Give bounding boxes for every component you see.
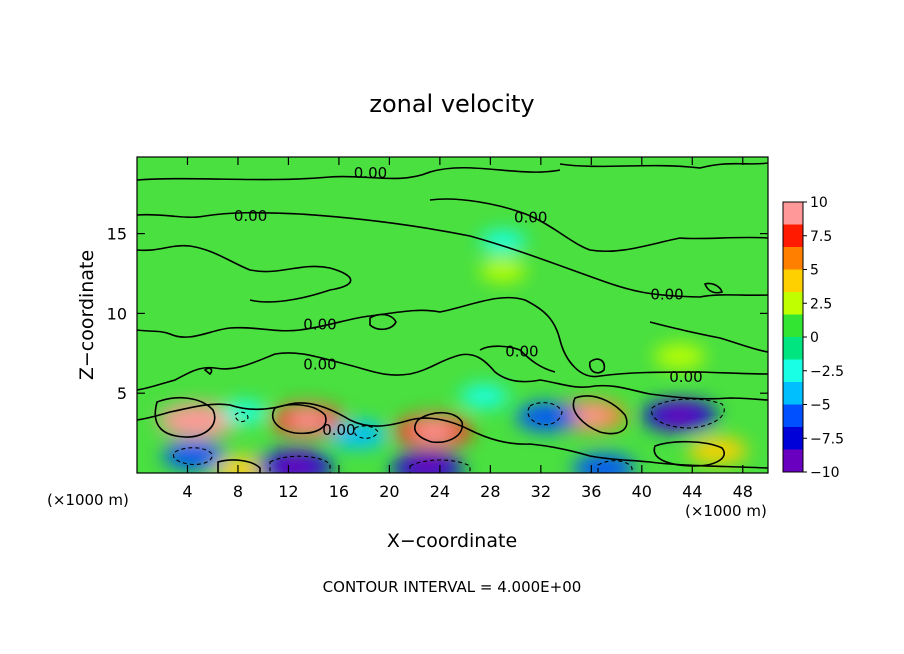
x-tick-label: 28 (480, 482, 500, 501)
colorbar-swatch (783, 202, 803, 225)
x-tick-label: 44 (682, 482, 702, 501)
y-tick-label: 10 (107, 304, 127, 323)
colorbar-tick-label: 0 (810, 330, 819, 346)
colorbar-tick-label: 2.5 (810, 296, 832, 312)
negative-contours (172, 398, 725, 473)
x-unit-left: (×1000 m) (47, 491, 129, 509)
x-axis-label: X−coordinate (387, 530, 517, 552)
x-tick-label: 4 (182, 482, 192, 501)
colorbar-swatch (783, 337, 803, 360)
velocity-feature (653, 343, 706, 370)
colorbar-swatch (783, 404, 803, 428)
colorbar-swatch (783, 449, 803, 473)
contour-labels: 0.00 0.00 0.00 0.00 0.00 0.00 0.00 0.00 0.00 (234, 164, 703, 439)
velocity-feature-core (273, 457, 317, 473)
contour-label: 0.00 (234, 207, 267, 225)
colorbar-swatch (783, 382, 803, 405)
contour-label: 0.00 (505, 343, 538, 361)
contour-label: 0.00 (322, 421, 355, 439)
y-axis-label: Z−coordinate (76, 250, 98, 380)
contour-label: 0.00 (669, 368, 702, 386)
x-tick-label: 12 (278, 482, 298, 501)
y-tick-label: 5 (117, 384, 127, 403)
zero-contours (137, 162, 768, 473)
velocity-feature (479, 258, 527, 283)
velocity-feature (516, 402, 579, 432)
velocity-feature (459, 384, 509, 409)
velocity-feature (687, 436, 748, 465)
contour-label: 0.00 (303, 316, 336, 334)
colorbar-swatch (783, 359, 803, 383)
colorbar-tick-label: 5 (810, 263, 819, 279)
x-tick-label: 24 (430, 482, 450, 501)
x-tick-label: 36 (581, 482, 601, 501)
colorbar-swatch (783, 427, 803, 450)
colorbar-tick-label: −10 (810, 465, 840, 481)
colorbar-swatch (783, 314, 803, 338)
velocity-feature-core (412, 422, 455, 441)
y-axis: 5 10 15 (107, 225, 768, 403)
x-tick-label: 32 (531, 482, 551, 501)
colorbar-tick-label: −2.5 (810, 364, 844, 380)
x-tick-label: 8 (233, 482, 243, 501)
x-tick-label: 40 (632, 482, 652, 501)
plot-frame (136, 156, 769, 474)
colorbar-swatch (783, 292, 803, 315)
contour-label: 0.00 (303, 355, 336, 373)
velocity-feature (328, 420, 388, 449)
chart-title: zonal velocity (369, 90, 534, 118)
velocity-feature (162, 440, 225, 470)
x-tick-label: 48 (733, 482, 753, 501)
contour-label: 0.00 (514, 209, 547, 227)
contour-interval-note: CONTOUR INTERVAL = 4.000E+00 (323, 578, 582, 596)
x-axis: 4 8 12 16 20 24 28 32 36 40 44 48 (182, 157, 753, 501)
velocity-feature-core (175, 410, 220, 431)
velocity-feature (572, 453, 635, 473)
velocity-feature-core (407, 459, 448, 473)
contour-label: 0.00 (354, 164, 387, 182)
contour-label: 0.00 (650, 285, 683, 303)
colorbar-tick-label: 7.5 (810, 229, 832, 245)
colorbar-tick-label: 10 (810, 195, 828, 211)
velocity-feature (479, 229, 527, 254)
colorbar-ticks: 10 7.5 5 2.5 0 −2.5 −5 −7.5 −10 (803, 195, 844, 481)
x-tick-label: 16 (329, 482, 349, 501)
velocity-feature-core (287, 411, 328, 430)
colorbar-tick-label: −5 (810, 398, 831, 414)
y-tick-label: 15 (107, 225, 127, 244)
colorbar-swatch (783, 224, 803, 248)
colorbar (782, 201, 804, 473)
colorbar-tick-label: −7.5 (810, 431, 844, 447)
x-tick-label: 20 (379, 482, 399, 501)
x-unit-right: (×1000 m) (685, 502, 767, 520)
colorbar-swatch (783, 269, 803, 293)
colorbar-swatch (783, 247, 803, 270)
velocity-feature-core (659, 406, 701, 425)
